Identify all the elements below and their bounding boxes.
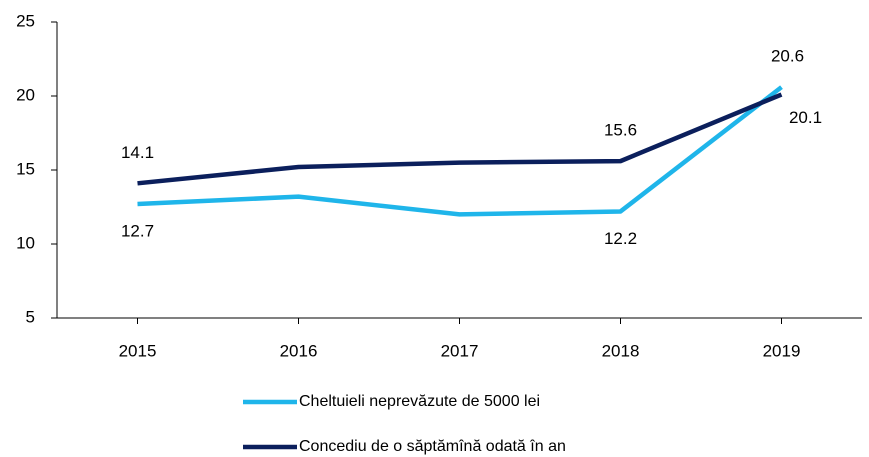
data-label: 15.6	[604, 121, 637, 140]
data-label: 12.7	[121, 222, 154, 241]
legend-label: Cheltuieli neprevăzute de 5000 lei	[299, 393, 540, 410]
y-tick-label: 10	[16, 233, 35, 252]
y-tick-label: 5	[26, 307, 35, 326]
x-tick-label: 2015	[119, 341, 157, 360]
data-label: 20.1	[789, 108, 822, 127]
legend-label: Concediu de o săptămînă odată în an	[299, 438, 566, 455]
y-tick-label: 25	[16, 11, 35, 30]
data-label: 14.1	[121, 143, 154, 162]
series-line	[137, 92, 783, 186]
data-label: 20.6	[771, 47, 804, 66]
x-tick-label: 2017	[441, 341, 479, 360]
x-tick-label: 2019	[763, 341, 801, 360]
data-label: 12.2	[604, 229, 637, 248]
series-line	[137, 85, 783, 217]
x-tick-label: 2018	[602, 341, 640, 360]
y-tick-label: 15	[16, 159, 35, 178]
x-tick-label: 2016	[280, 341, 318, 360]
y-tick-label: 20	[16, 85, 35, 104]
